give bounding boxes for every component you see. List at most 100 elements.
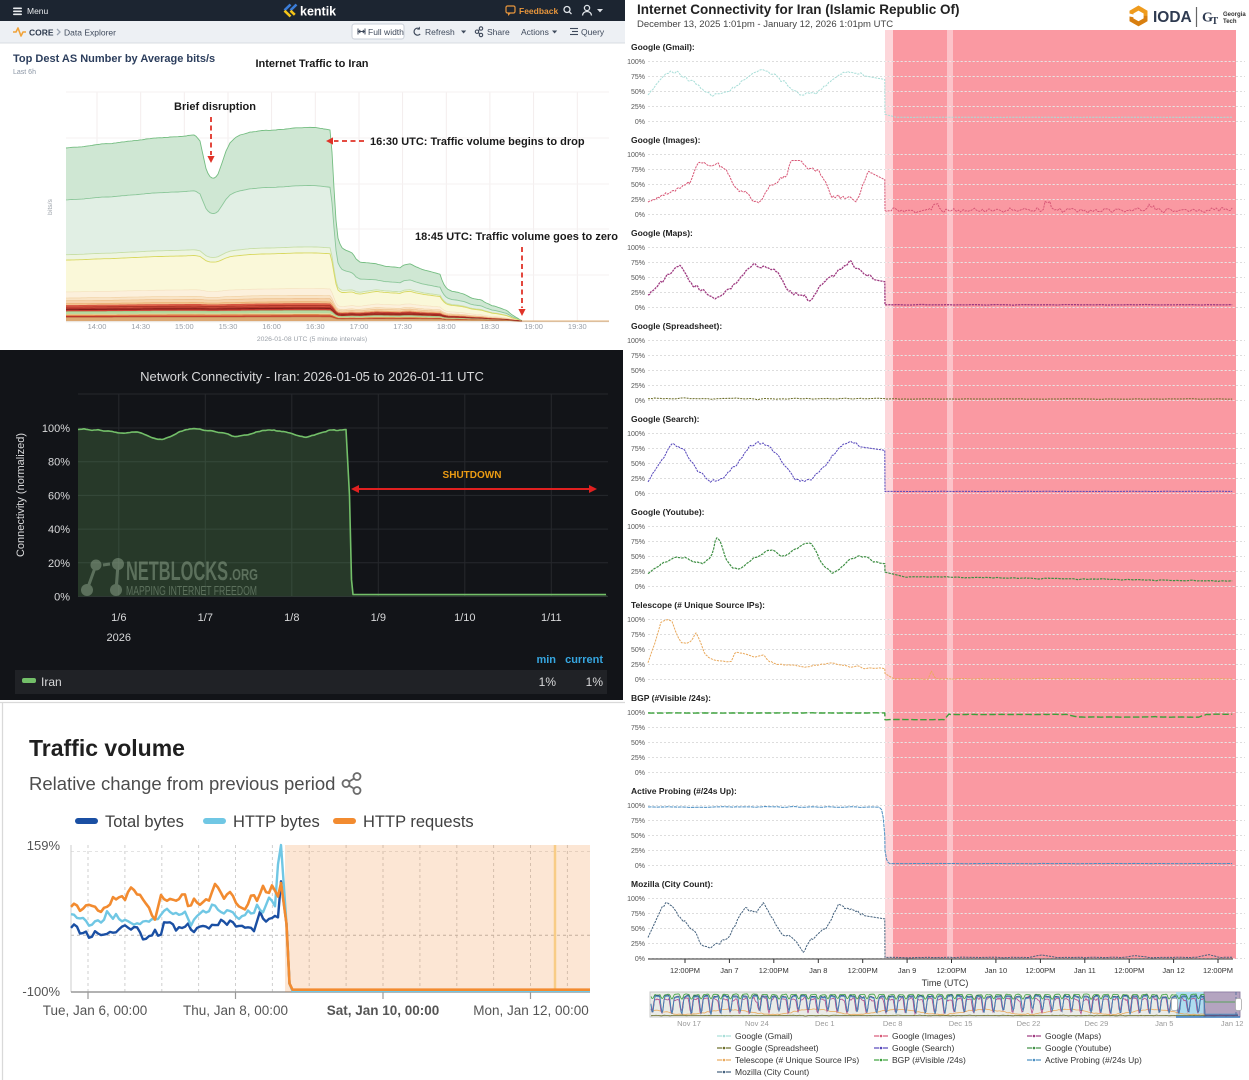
svg-text:1/9: 1/9 [371,612,386,624]
svg-text:75%: 75% [631,632,645,639]
svg-text:25%: 25% [631,662,645,669]
svg-text:bits/s: bits/s [47,198,54,214]
svg-text:Google (Maps): Google (Maps) [1045,1031,1101,1041]
svg-text:19:30: 19:30 [568,322,587,331]
svg-text:12:00PM: 12:00PM [759,966,789,975]
svg-text:1/11: 1/11 [541,612,562,624]
svg-text:75%: 75% [631,74,645,81]
svg-text:Sat, Jan 10, 00:00: Sat, Jan 10, 00:00 [327,1003,440,1018]
svg-text:Google (Gmail): Google (Gmail) [735,1031,793,1041]
svg-text:CORE: CORE [29,28,54,38]
svg-text:December 13, 2025 1:01pm - Jan: December 13, 2025 1:01pm - January 12, 2… [637,19,893,30]
svg-text:Full width: Full width [368,27,404,37]
svg-text:25%: 25% [631,476,645,483]
svg-text:100%: 100% [627,617,645,624]
svg-text:16:30 UTC: Traffic volume begi: 16:30 UTC: Traffic volume begins to drop [370,136,585,148]
svg-text:Iran: Iran [41,675,62,689]
svg-text:Thu, Jan 8, 00:00: Thu, Jan 8, 00:00 [183,1003,288,1018]
svg-text:18:45 UTC: Traffic volume goes: 18:45 UTC: Traffic volume goes to zero [415,231,618,243]
svg-text:Share: Share [487,27,510,37]
svg-text:Nov 24: Nov 24 [745,1019,769,1028]
svg-text:Query: Query [581,27,605,37]
svg-text:HTTP bytes: HTTP bytes [233,813,320,831]
svg-text:75%: 75% [631,818,645,825]
svg-text:Actions: Actions [521,27,549,37]
svg-text:75%: 75% [631,446,645,453]
svg-text:Dec 8: Dec 8 [883,1019,903,1028]
svg-text:Tue, Jan 6, 00:00: Tue, Jan 6, 00:00 [43,1003,148,1018]
svg-text:Google (Images): Google (Images) [892,1031,955,1041]
svg-text:kentik: kentik [300,5,336,19]
svg-text:Time (UTC): Time (UTC) [922,978,969,988]
svg-text:Network Connectivity - Iran: 2: Network Connectivity - Iran: 2026-01-05 … [140,369,484,384]
svg-text:0%: 0% [635,956,645,963]
svg-text:100%: 100% [627,803,645,810]
svg-text:17:30: 17:30 [393,322,412,331]
svg-text:Relative change from previous: Relative change from previous period [29,773,335,794]
svg-text:75%: 75% [631,911,645,918]
svg-text:15:00: 15:00 [175,322,194,331]
svg-text:80%: 80% [48,457,70,469]
svg-text:0%: 0% [635,770,645,777]
svg-text:Mozilla (City Count): Mozilla (City Count) [735,1067,809,1077]
svg-text:75%: 75% [631,539,645,546]
svg-text:Google (Images):: Google (Images): [631,135,701,145]
svg-text:-100%: -100% [22,984,60,999]
svg-text:0%: 0% [635,863,645,870]
svg-text:Data Explorer: Data Explorer [64,28,116,38]
svg-text:T: T [1212,16,1219,27]
svg-text:Google (Spreadsheet): Google (Spreadsheet) [735,1043,819,1053]
svg-text:25%: 25% [631,290,645,297]
svg-text:Jan 8: Jan 8 [809,966,827,975]
svg-text:75%: 75% [631,260,645,267]
svg-text:20%: 20% [48,558,70,570]
svg-text:Jan 12: Jan 12 [1162,966,1185,975]
svg-text:Brief disruption: Brief disruption [174,101,256,113]
svg-text:Internet Connectivity for Iran: Internet Connectivity for Iran (Islamic … [637,2,960,17]
svg-text:50%: 50% [631,275,645,282]
svg-text:100%: 100% [627,896,645,903]
svg-text:0%: 0% [635,398,645,405]
svg-text:0%: 0% [635,491,645,498]
svg-text:Dec 29: Dec 29 [1085,1019,1109,1028]
svg-text:16:30: 16:30 [306,322,325,331]
svg-text:Google (Maps):: Google (Maps): [631,228,693,238]
svg-text:100%: 100% [627,524,645,531]
svg-text:50%: 50% [631,182,645,189]
svg-text:25%: 25% [631,197,645,204]
svg-text:Google (Gmail):: Google (Gmail): [631,42,695,52]
svg-text:15:30: 15:30 [219,322,238,331]
svg-text:Jan 5: Jan 5 [1155,1019,1173,1028]
svg-text:50%: 50% [631,554,645,561]
svg-text:0%: 0% [635,119,645,126]
svg-text:min: min [536,654,556,666]
svg-text:Dec 22: Dec 22 [1017,1019,1041,1028]
svg-text:Internet Traffic to Iran: Internet Traffic to Iran [255,58,368,70]
svg-text:Telescope (# Unique Source IPs: Telescope (# Unique Source IPs) [735,1055,859,1065]
svg-text:16:00: 16:00 [262,322,281,331]
svg-text:12:00PM: 12:00PM [848,966,878,975]
svg-text:Last 6h: Last 6h [13,69,36,76]
svg-text:14:30: 14:30 [131,322,150,331]
svg-text:Jan 11: Jan 11 [1074,966,1096,975]
svg-text:BGP (#Visible /24s):: BGP (#Visible /24s): [631,693,711,703]
svg-text:12:00PM: 12:00PM [1114,966,1144,975]
svg-text:17:00: 17:00 [350,322,369,331]
svg-text:75%: 75% [631,167,645,174]
svg-text:0%: 0% [635,677,645,684]
svg-text:.ORG: .ORG [229,567,258,584]
svg-text:100%: 100% [627,338,645,345]
svg-text:G: G [1202,11,1213,26]
svg-text:25%: 25% [631,383,645,390]
svg-text:18:30: 18:30 [481,322,500,331]
svg-text:Mon, Jan 12, 00:00: Mon, Jan 12, 00:00 [473,1003,589,1018]
svg-text:Active Probing (#/24s Up):: Active Probing (#/24s Up): [631,786,737,796]
svg-text:Dec 1: Dec 1 [815,1019,835,1028]
svg-text:Menu: Menu [27,6,49,16]
svg-text:HTTP requests: HTTP requests [363,813,474,831]
svg-text:Google (Youtube): Google (Youtube) [1045,1043,1111,1053]
svg-text:12:00PM: 12:00PM [670,966,700,975]
svg-text:1%: 1% [539,675,557,689]
svg-text:MAPPING INTERNET FREEDOM: MAPPING INTERNET FREEDOM [126,584,257,598]
svg-text:SHUTDOWN: SHUTDOWN [443,470,502,481]
